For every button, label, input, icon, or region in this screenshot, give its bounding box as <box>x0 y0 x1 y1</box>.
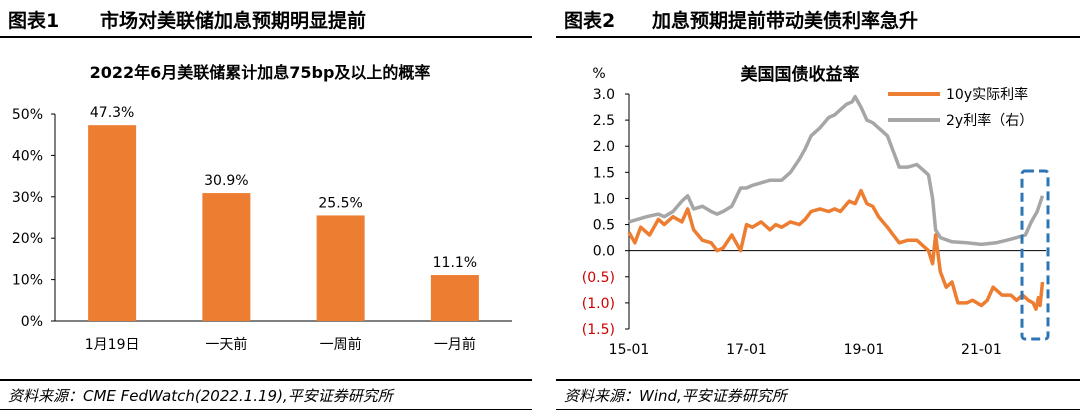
right-figure-header: 图表2 加息预期提前带动美债利率急升 <box>556 0 1080 38</box>
line-y-tick-label: 2.5 <box>593 113 615 129</box>
line-x-tick-label: 15-01 <box>609 342 650 358</box>
bar-value-label: 25.5% <box>318 195 362 211</box>
bar <box>202 193 251 321</box>
legend-label: 10y实际利率 <box>946 86 1028 103</box>
left-panel: 图表1 市场对美联储加息预期明显提前 2022年6月美联储累计加息75bp及以上… <box>0 0 532 410</box>
bar <box>88 125 137 321</box>
left-figure-number: 图表1 <box>8 10 60 32</box>
bar-y-tick-label: 0% <box>21 314 43 330</box>
bar-y-tick-label: 30% <box>12 190 43 206</box>
right-figure-number: 图表2 <box>564 10 616 32</box>
left-figure-header: 图表1 市场对美联储加息预期明显提前 <box>0 0 532 38</box>
line-y-tick-label: (0.5) <box>582 270 615 286</box>
line-x-tick-label: 19-01 <box>844 342 885 358</box>
line-y-tick-label: 0.0 <box>593 244 615 260</box>
line-y-tick-label: 1.5 <box>593 165 615 181</box>
line-series-real-rate-10y <box>627 188 1045 311</box>
bar-y-tick-label: 50% <box>12 107 43 123</box>
line-y-tick-label: (1.5) <box>582 322 615 338</box>
bar-category-label: 一周前 <box>320 336 362 353</box>
left-figure-title: 市场对美联储加息预期明显提前 <box>100 10 367 32</box>
line-x-tick-label: 17-01 <box>726 342 767 358</box>
line-axes: 3.0 2.5 2.0 1.5 1.0 0.5 0.0 (0.5) (1.0) (1.5) 15-0… <box>582 87 1046 358</box>
line-y-tick-label: 1.0 <box>593 191 615 207</box>
right-source-text: 资料来源：Wind,平安证券研究所 <box>564 387 787 405</box>
bar-category-label: 一天前 <box>205 336 247 353</box>
line-x-tick-label: 21-01 <box>961 342 1002 358</box>
highlight-dashed-box <box>1020 169 1050 341</box>
line-series-rate-2y <box>628 94 1045 247</box>
line-chart-title: 美国国债收益率 <box>741 64 860 85</box>
left-source-text: 资料来源：CME FedWatch(2022.1.19),平安证券研究所 <box>8 387 393 405</box>
bar-series: 47.3% 1月19日 30.9% 一天前 25.5% 一周前 11.1% 一月前 <box>85 105 479 353</box>
bar-value-label: 11.1% <box>433 255 477 271</box>
bar-category-label: 1月19日 <box>85 337 140 353</box>
bar-y-tick-label: 20% <box>12 231 43 247</box>
line-chart: 美国国债收益率 % 3.0 2.5 2.0 1.5 1.0 0.5 0.0 (0.5) (1.0… <box>582 64 1050 358</box>
line-series <box>627 94 1045 311</box>
line-y-unit: % <box>592 66 605 82</box>
line-y-tick-label: 2.0 <box>593 139 615 155</box>
bar-chart-title: 2022年6月美联储累计加息75bp及以上的概率 <box>90 63 431 82</box>
right-figure-title: 加息预期提前带动美债利率急升 <box>652 10 919 32</box>
left-source-footer: 资料来源：CME FedWatch(2022.1.19),平安证券研究所 <box>0 379 532 410</box>
bar-y-tick-label: 40% <box>12 148 43 164</box>
bar-value-label: 47.3% <box>90 105 134 121</box>
line-y-tick-label: (1.0) <box>582 296 615 312</box>
bar <box>430 275 479 321</box>
right-source-footer: 资料来源：Wind,平安证券研究所 <box>556 379 1080 410</box>
bar-value-label: 30.9% <box>204 173 248 189</box>
bar-chart: 2022年6月美联储累计加息75bp及以上的概率 0% 10% 20% 30% 40% 5… <box>12 63 512 353</box>
line-y-tick-label: 3.0 <box>593 87 615 103</box>
line-legend: 10y实际利率 2y利率（右） <box>888 86 1033 129</box>
bar-category-label: 一月前 <box>434 336 476 353</box>
bar <box>316 215 365 321</box>
right-panel: 图表2 加息预期提前带动美债利率急升 美国国债收益率 % 3.0 2.5 2.0 1.… <box>556 0 1080 410</box>
bar-y-tick-label: 10% <box>12 273 43 289</box>
line-y-tick-label: 0.5 <box>593 218 615 234</box>
legend-label: 2y利率（右） <box>946 112 1033 129</box>
